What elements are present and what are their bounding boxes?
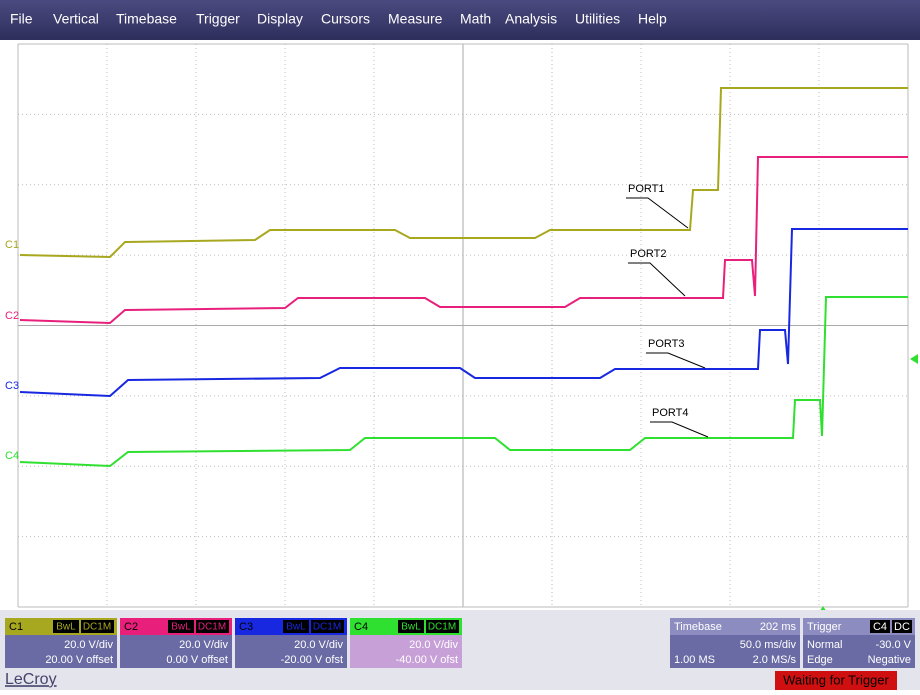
trace-c4 [19,296,908,468]
value: -30.0 V [876,639,912,651]
channel-box[interactable]: C2 BwL DC1M 20.0 V/div 0.00 V offset [120,618,232,668]
badge [81,620,114,633]
trace-label: C1 [5,239,19,251]
menu-bar [0,0,920,40]
channel-name: C4 [354,621,368,633]
annotations: PORT1 PORT2 PORT3 PORT4 [626,183,709,438]
value: C4 [873,621,887,633]
trigger-level-marker [910,354,918,364]
menu-item[interactable]: Trigger [196,11,240,27]
bandwidth: BwL [286,622,306,633]
channel-name: C3 [239,621,253,633]
box-header [670,618,800,635]
value: 202 ms [760,621,797,633]
trigger-box[interactable]: Trigger C4 DC Normal -30.0 V Edge Negati… [803,618,915,668]
menu-item[interactable]: Measure [388,11,443,27]
channel-box[interactable]: C3 BwL DC1M 20.0 V/div -20.00 V ofst [235,618,347,668]
status-box [775,671,897,690]
annotation: PORT4 [652,407,688,419]
brand: LeCroy [5,671,57,688]
menu-item[interactable]: Timebase [116,11,177,27]
channel-boxes: C1 BwL DC1M 20.0 V/div 20.00 V offset C2 BwL DC… [5,618,462,668]
trace-c2 [19,156,908,325]
offset: 0.00 V offset [166,654,228,666]
annotation: PORT3 [648,338,684,350]
coupling: DC1M [83,622,111,633]
offset: 20.00 V offset [45,654,113,666]
badge [892,620,912,633]
label: Trigger [807,621,842,633]
scale: 20.0 V/div [64,639,113,651]
value: 2.0 MS/s [753,654,797,666]
trace-label: C3 [5,380,19,392]
badge [398,620,424,633]
scale: 20.0 V/div [179,639,228,651]
leader [628,262,686,297]
menu-item[interactable]: Utilities [575,11,620,27]
waveforms [19,87,908,468]
channel-box[interactable]: C1 BwL DC1M 20.0 V/div 20.00 V offset [5,618,117,668]
bandwidth: BwL [171,622,191,633]
menu-item[interactable]: Display [257,11,303,27]
badge [870,620,890,633]
offset: -40.00 V ofst [396,654,458,666]
value: DC [894,621,910,633]
channel-name: C2 [124,621,138,633]
scale: 20.0 V/div [294,639,343,651]
badge [53,620,79,633]
scale: 20.0 V/div [409,639,458,651]
menu-item[interactable]: Cursors [321,11,370,27]
value: Negative [868,654,911,666]
trace-c1 [19,87,908,259]
value: 50.0 ms/div [740,639,797,651]
menu-item[interactable]: Math [460,11,491,27]
badge [426,620,459,633]
trace-labels: C1 C2 C3 C4 [5,239,19,462]
value: Edge [807,654,833,666]
leader [626,197,689,229]
leader [646,352,706,369]
offset: -20.00 V ofst [281,654,343,666]
coupling: DC1M [198,622,226,633]
annotation: PORT1 [628,183,664,195]
bandwidth: BwL [401,622,421,633]
label: Timebase [674,621,722,633]
status: Waiting for Trigger [783,672,889,687]
channel-box[interactable]: C4 BwL DC1M 20.0 V/div -40.00 V ofst [350,618,462,668]
trace-label: C2 [5,310,19,322]
badge [311,620,344,633]
menu-item[interactable]: Help [638,11,667,27]
badge [196,620,229,633]
trace-label: C4 [5,450,19,462]
coupling: DC1M [428,622,456,633]
timebase-box[interactable]: Timebase 202 ms 50.0 ms/div 1.00 MS 2.0 … [670,618,800,668]
menu-item[interactable]: File [10,11,33,27]
badge [168,620,194,633]
bandwidth: BwL [56,622,76,633]
menu-item[interactable]: Vertical [53,11,99,27]
coupling: DC1M [313,622,341,633]
value: 1.00 MS [674,654,715,666]
badge [283,620,309,633]
leader [650,421,709,438]
menu: File Vertical Timebase Trigger Display Cursor… [10,11,667,27]
value: Normal [807,639,842,651]
graticule [17,43,909,608]
annotation: PORT2 [630,248,666,260]
trace-c3 [19,228,908,398]
menu-item[interactable]: Analysis [505,11,557,27]
channel-name: C1 [9,621,23,633]
